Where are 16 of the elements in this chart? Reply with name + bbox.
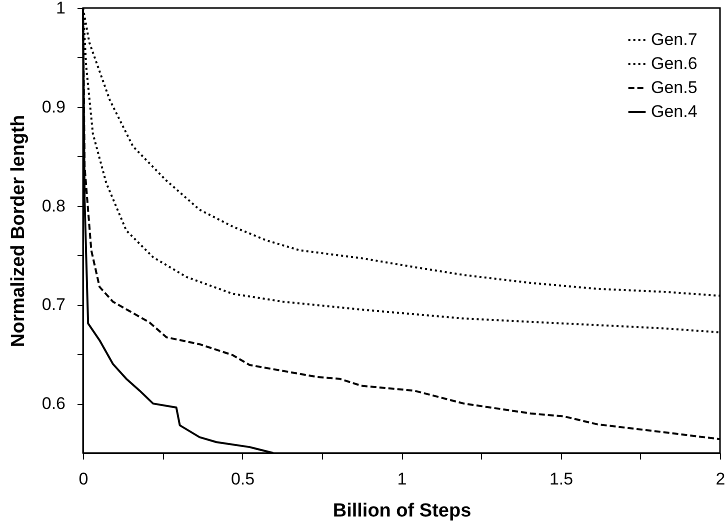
x-tick-label: 2 [716,470,726,488]
legend-label: Gen.6 [651,54,698,73]
x-axis-title: Billion of Steps [332,500,472,522]
x-tick-label: 1.5 [549,470,574,488]
legend-label: Gen.7 [651,30,698,49]
x-tick-label: 1 [397,470,407,488]
x-tick-label: 0.5 [230,470,255,488]
y-axis-title: Normalized Border length [8,114,29,348]
y-tick-label: 0.6 [42,394,66,414]
legend-label: Gen.5 [651,78,698,97]
legend-label: Gen.4 [651,102,698,121]
y-tick-label: 0.7 [42,295,66,314]
y-tick-label: 1 [56,0,66,18]
y-tick-label: 0.9 [42,97,66,116]
x-tick-label: 0 [78,470,88,488]
y-tick-label: 0.8 [42,196,66,216]
